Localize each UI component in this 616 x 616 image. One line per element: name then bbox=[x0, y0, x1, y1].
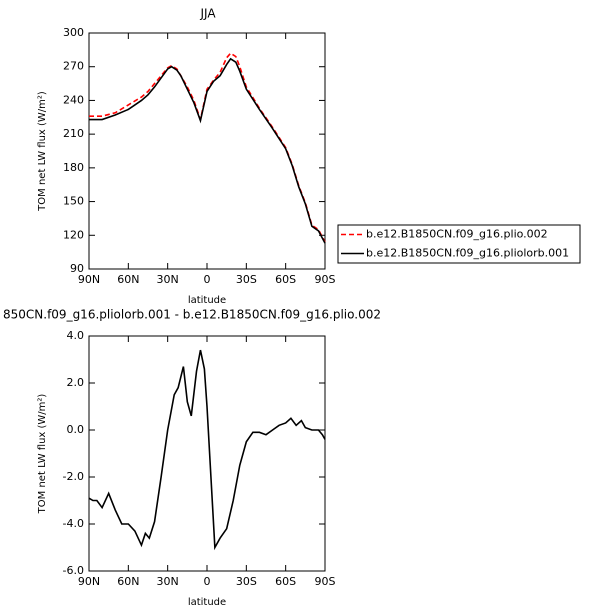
y-tick-label: -4.0 bbox=[63, 517, 84, 530]
y-tick-label: 240 bbox=[63, 93, 84, 106]
y-tick-label: 270 bbox=[63, 60, 84, 73]
x-tick-label: 0 bbox=[204, 273, 211, 286]
x-tick-label: 30S bbox=[236, 575, 257, 588]
x-axis-label: latitude bbox=[188, 597, 226, 608]
plot-frame bbox=[88, 335, 326, 572]
x-axis-label: latitude bbox=[188, 295, 226, 306]
data-line bbox=[89, 52, 326, 243]
y-tick-label: 180 bbox=[63, 161, 84, 174]
y-axis-label: TOM net LW flux (W/m²) bbox=[37, 91, 48, 212]
x-tick-label: 0 bbox=[204, 575, 211, 588]
chart-title: JJA bbox=[199, 7, 216, 21]
data-line bbox=[88, 349, 326, 551]
y-tick-label: -2.0 bbox=[63, 470, 84, 483]
y-tick-label: -6.0 bbox=[63, 564, 84, 577]
y-tick-label: 4.0 bbox=[67, 329, 85, 342]
y-tick-label: 120 bbox=[63, 228, 84, 241]
y-tick-label: 90 bbox=[70, 262, 84, 275]
x-tick-label: 30N bbox=[157, 575, 179, 588]
y-tick-label: 150 bbox=[63, 195, 84, 208]
plot-frame bbox=[88, 32, 326, 270]
chart-title: 850CN.f09_g16.pliolorb.001 - b.e12.B1850… bbox=[3, 308, 381, 322]
legend-box bbox=[337, 224, 581, 264]
y-axis-label: TOM net LW flux (W/m²) bbox=[37, 394, 48, 515]
x-tick-label: 90N bbox=[78, 273, 100, 286]
x-tick-label: 60S bbox=[275, 273, 296, 286]
x-tick-label: 60N bbox=[117, 273, 139, 286]
data-line bbox=[89, 57, 326, 244]
x-tick-label: 30S bbox=[236, 273, 257, 286]
x-tick-label: 90S bbox=[315, 273, 336, 286]
legend-label: b.e12.B1850CN.f09_g16.pliolorb.001 bbox=[366, 247, 569, 260]
legend-label: b.e12.B1850CN.f09_g16.plio.002 bbox=[366, 228, 548, 241]
x-tick-label: 30N bbox=[157, 273, 179, 286]
x-tick-label: 90N bbox=[78, 575, 100, 588]
y-tick-label: 0.0 bbox=[67, 423, 85, 436]
x-tick-label: 60N bbox=[117, 575, 139, 588]
y-tick-label: 210 bbox=[63, 127, 84, 140]
x-tick-label: 60S bbox=[275, 575, 296, 588]
y-tick-label: 300 bbox=[63, 26, 84, 39]
y-tick-label: 2.0 bbox=[67, 376, 85, 389]
x-tick-label: 90S bbox=[315, 575, 336, 588]
